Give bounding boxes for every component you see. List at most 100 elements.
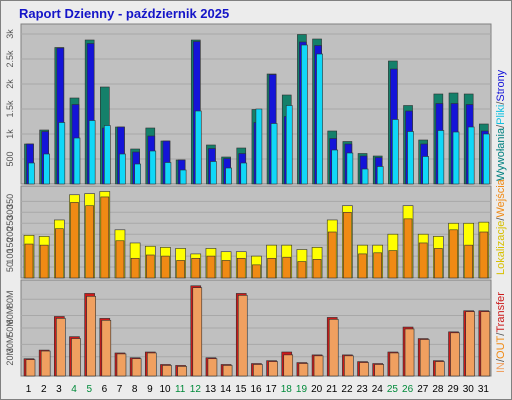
x-day-label: 8 <box>132 384 138 395</box>
bar-transfer-s1 <box>146 352 157 377</box>
bar-hits-s2 <box>134 163 141 185</box>
bar-transfer-s1 <box>177 366 187 377</box>
bar-visits-s1 <box>267 257 276 279</box>
x-day-label: 21 <box>326 384 338 395</box>
y-tick-label: 30M <box>5 336 15 354</box>
bar-hits-s2 <box>240 162 248 185</box>
bar-hits-s2 <box>28 162 35 185</box>
right-label-part: / <box>495 101 507 105</box>
bar-transfer-s1 <box>328 319 339 377</box>
y-tick-label: 100 <box>5 249 15 264</box>
y-tick-label: 3k <box>5 29 15 39</box>
bar-transfer-s1 <box>268 361 278 377</box>
bar-visits-s1 <box>327 231 337 279</box>
bar-transfer-s1 <box>465 311 475 377</box>
bar-hits-s2 <box>483 133 490 185</box>
bar-hits-s2 <box>119 153 126 185</box>
bar-visits-s1 <box>161 255 170 279</box>
bar-hits-s2 <box>392 119 399 185</box>
x-day-label: 5 <box>86 384 92 395</box>
right-label-part: Wywołania <box>495 127 507 181</box>
right-label-part: Strony <box>495 69 507 101</box>
bar-transfer-s1 <box>86 296 96 377</box>
bar-visits-s1 <box>312 259 322 279</box>
panel-hits: 500 1k 1.5k 2k 2.5k 3k <box>5 23 492 185</box>
x-day-label: 24 <box>372 384 384 395</box>
bar-visits-s1 <box>24 243 34 279</box>
x-day-label: 14 <box>220 384 232 395</box>
x-day-label: 9 <box>147 384 153 395</box>
bar-hits-s2 <box>104 125 111 185</box>
bar-transfer-s1 <box>40 350 51 377</box>
bar-hits-s2 <box>452 131 460 185</box>
bar-visits-s1 <box>100 196 110 279</box>
bar-hits-s2 <box>301 44 308 185</box>
x-day-label: 26 <box>402 384 414 395</box>
x-day-label: 17 <box>266 384 278 395</box>
bar-hits-s2 <box>422 156 429 185</box>
x-day-label: 3 <box>56 384 62 395</box>
bar-transfer-s1 <box>253 364 263 377</box>
y-tick-label: 150 <box>5 238 15 253</box>
bar-hits-s2 <box>316 53 323 185</box>
y-tick-label: 200 <box>5 227 15 242</box>
bar-hits-s2 <box>346 152 354 185</box>
x-day-label: 6 <box>102 384 108 395</box>
y-tick-label: 1.5k <box>5 100 15 118</box>
x-day-label: 20 <box>311 384 323 395</box>
bar-visits-s1 <box>282 256 292 279</box>
bar-visits-s1 <box>115 240 125 279</box>
right-label-part: Pliki <box>495 105 507 125</box>
bar-visits-s1 <box>388 250 398 279</box>
bar-transfer-s1 <box>222 365 233 377</box>
y-tick-label: 250 <box>5 216 15 231</box>
bar-transfer-s1 <box>435 361 445 377</box>
bar-transfer-s1 <box>450 332 460 377</box>
bar-visits-s1 <box>343 211 352 279</box>
bar-transfer-s1 <box>131 358 142 377</box>
right-label-part: Wejścia <box>495 178 507 217</box>
x-day-label: 12 <box>190 384 202 395</box>
bar-visits-s1 <box>418 242 428 279</box>
x-day-label: 1 <box>26 384 32 395</box>
bar-hits-s2 <box>164 162 172 185</box>
bar-transfer-s1 <box>116 353 127 377</box>
bar-visits-s1 <box>252 264 261 279</box>
x-day-label: 31 <box>478 384 490 395</box>
bar-transfer-s1 <box>25 359 36 377</box>
bar-visits-s1 <box>297 261 307 279</box>
bar-transfer-s1 <box>283 354 294 377</box>
x-day-label: 10 <box>159 384 171 395</box>
chart-title: Raport Dzienny - październik 2025 <box>19 6 229 21</box>
bar-hits-s2 <box>361 168 369 185</box>
right-label-top: Wywołania/Pliki/Strony <box>495 69 507 181</box>
x-day-label: 18 <box>281 384 293 395</box>
bar-visits-s1 <box>39 244 49 279</box>
bar-visits-s1 <box>70 202 79 279</box>
bar-hits-s2 <box>73 137 81 185</box>
y-tick-label: 80M <box>5 290 15 308</box>
right-label-part: IN <box>495 362 507 373</box>
y-tick-label: 2k <box>5 79 15 89</box>
bar-hits-s2 <box>376 166 384 185</box>
right-label-part: / <box>495 124 507 128</box>
bar-transfer-s1 <box>56 318 66 377</box>
bar-visits-s1 <box>130 257 140 279</box>
right-label-middle: Lokalizacje/Wejścia <box>495 178 507 275</box>
x-day-label: 19 <box>296 384 308 395</box>
bar-hits-s2 <box>210 161 217 185</box>
x-day-label: 11 <box>175 384 186 395</box>
bar-transfer-s1 <box>480 311 491 377</box>
bar-transfer-s1 <box>162 365 172 377</box>
right-label-part: / <box>495 358 507 362</box>
bar-visits-s1 <box>176 260 185 279</box>
right-label-part: Lokalizacje <box>495 221 507 275</box>
x-day-label: 29 <box>448 384 460 395</box>
x-day-label: 4 <box>71 384 77 395</box>
right-label-part: / <box>495 217 507 221</box>
x-day-label: 13 <box>205 384 217 395</box>
x-day-label: 2 <box>41 384 47 395</box>
x-day-label: 22 <box>341 384 353 395</box>
y-tick-label: 50M <box>5 319 15 337</box>
